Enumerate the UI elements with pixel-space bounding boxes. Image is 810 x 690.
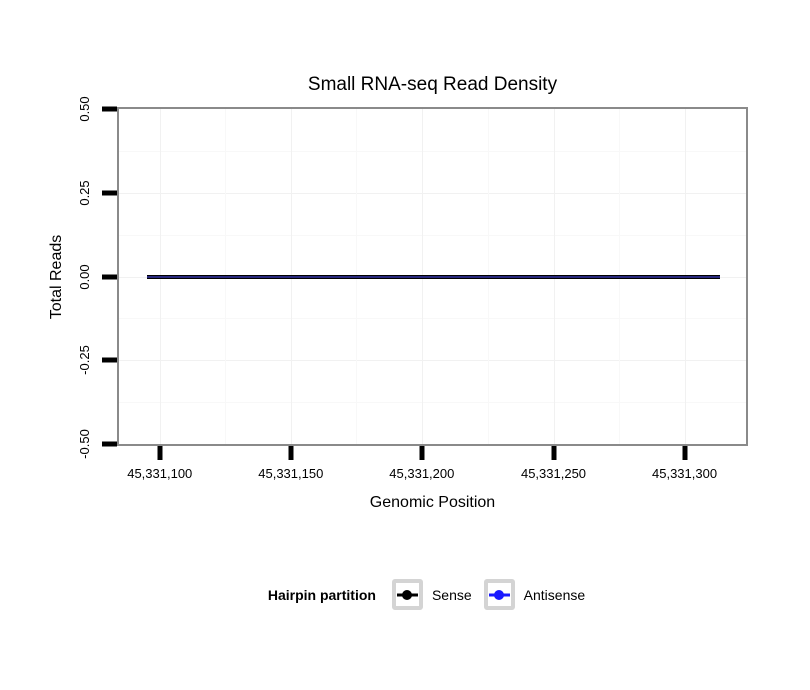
sense-line [147, 274, 720, 279]
legend-key-antisense [483, 579, 515, 610]
tick-mark [102, 274, 117, 279]
chart-title: Small RNA-seq Read Density [307, 74, 558, 95]
y-tick-label: -0.25 [77, 345, 92, 376]
gridline-minor [119, 402, 746, 404]
sense-point-icon [402, 589, 413, 600]
x-tick-label: 45,331,200 [389, 466, 455, 481]
tick-mark [288, 446, 294, 460]
legend-entry-antisense: Antisense [483, 579, 586, 610]
gridline-minor [119, 234, 746, 236]
x-tick-label: 45,331,250 [520, 466, 587, 481]
plot-panel: 0.50 0.25 0.00 -0.25 -0.50 45,331,100 45… [48, 96, 748, 511]
tick-mark [102, 106, 117, 112]
tick-mark [157, 446, 163, 460]
x-axis-title: Genomic Position [369, 494, 496, 511]
gridline-minor [119, 318, 746, 320]
legend-label-antisense: Antisense [523, 586, 586, 603]
gridline-major [119, 192, 746, 194]
x-tick-label: 45,331,300 [652, 466, 718, 481]
legend-key-sense [391, 579, 423, 610]
antisense-point-icon [494, 589, 505, 600]
y-tick-label: -0.50 [77, 429, 92, 459]
tick-mark [551, 446, 556, 460]
x-tick-label: 45,331,150 [258, 466, 324, 481]
legend: Hairpin partition Sense Antisense [117, 579, 748, 610]
legend-entry-sense: Sense [391, 579, 472, 610]
tick-mark [102, 357, 117, 363]
tick-mark [102, 441, 117, 447]
y-tick-label: 0.25 [77, 180, 92, 206]
tick-mark [102, 190, 117, 196]
antisense-line [147, 275, 720, 278]
gridline-major [119, 360, 746, 362]
y-tick-label: 0.50 [77, 96, 92, 122]
legend-title: Hairpin partition [267, 586, 376, 603]
y-axis-title-text: Total Reads [48, 234, 65, 319]
tick-mark [419, 446, 425, 460]
tick-mark [682, 446, 688, 460]
x-tick-label: 45,331,100 [127, 466, 193, 481]
gridline-minor [119, 150, 746, 152]
y-tick-label: 0.00 [77, 263, 92, 290]
legend-label-sense: Sense [431, 586, 472, 603]
